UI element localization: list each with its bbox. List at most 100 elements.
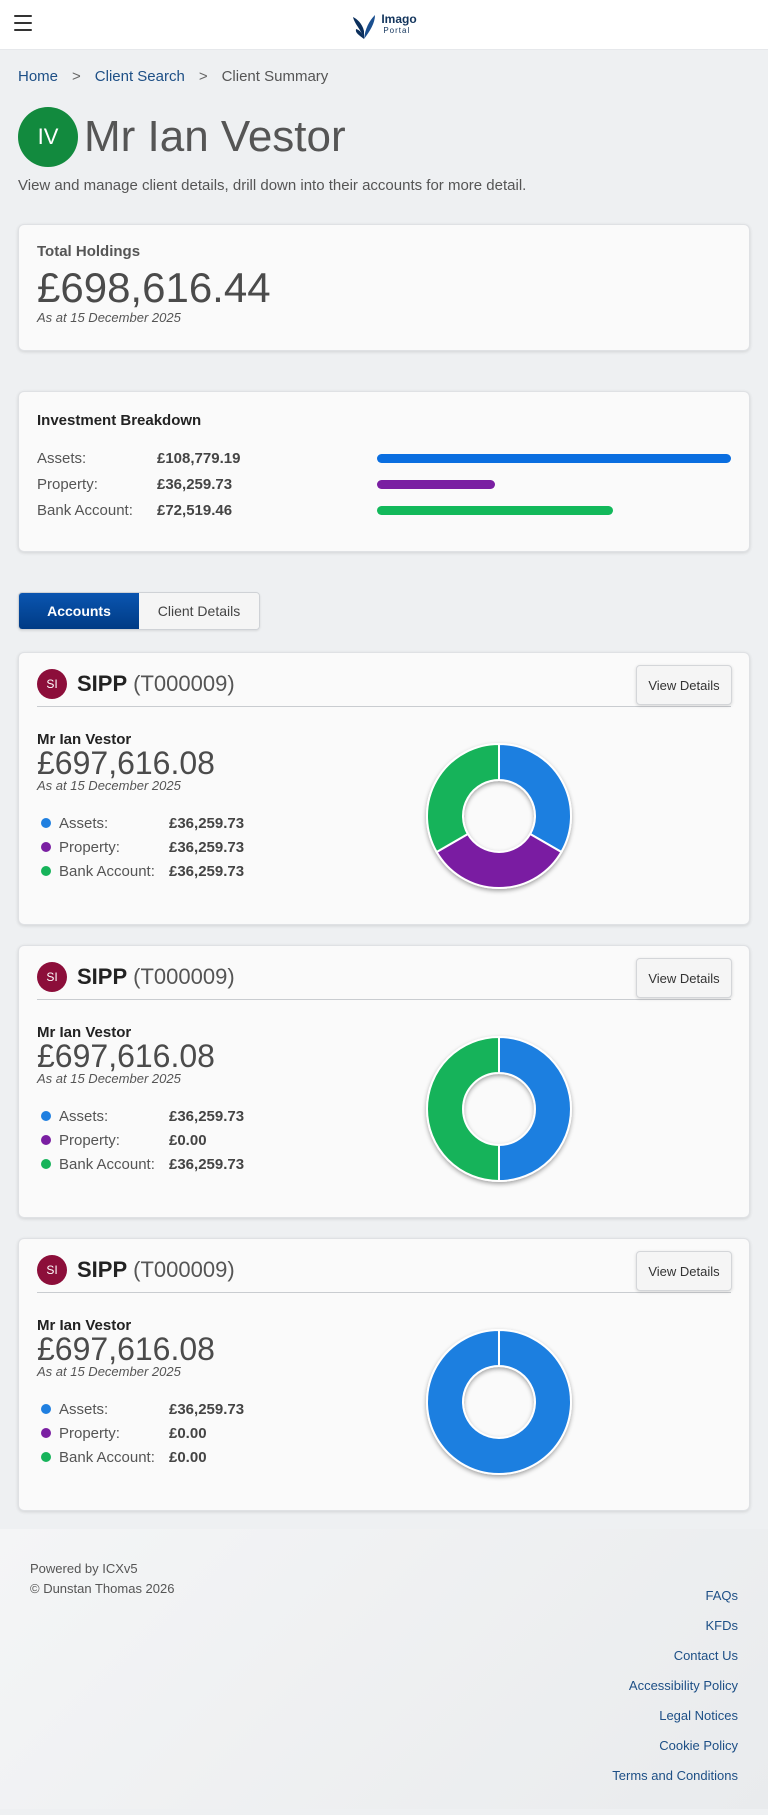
total-holdings-card: Total Holdings £698,616.44 As at 15 Dece… xyxy=(18,224,750,351)
legend-row: Bank Account: £36,259.73 xyxy=(37,1152,397,1176)
breadcrumb-separator: > xyxy=(72,68,81,85)
legend-value: £0.00 xyxy=(169,1131,207,1149)
tab-accounts[interactable]: Accounts xyxy=(19,593,139,629)
donut-slice-assets xyxy=(425,1328,572,1475)
page-description: View and manage client details, drill do… xyxy=(18,177,527,194)
account-date: As at 15 December 2025 xyxy=(37,1071,181,1086)
legend-value: £36,259.73 xyxy=(169,1155,245,1173)
breadcrumb: Home > Client Search > Client Summary xyxy=(18,68,750,85)
view-tabs: Accounts Client Details xyxy=(18,592,260,630)
donut-slice-bank-account xyxy=(426,1035,500,1183)
legend-row: Assets: £36,259.73 xyxy=(37,811,397,835)
breakdown-bar xyxy=(377,505,614,515)
breakdown-row-value: £72,519.46 xyxy=(157,501,233,519)
view-details-button[interactable]: View Details xyxy=(636,958,732,998)
account-badge: SI xyxy=(37,961,67,992)
breakdown-row-value: £108,779.19 xyxy=(157,449,241,467)
footer-copyright: © Dunstan Thomas 2026 xyxy=(30,1581,175,1596)
legend-label: Property: xyxy=(59,1424,120,1442)
donut-slice-assets xyxy=(498,742,572,854)
legend-value: £0.00 xyxy=(169,1448,207,1466)
butterfly-logo-icon xyxy=(353,14,376,39)
footer-link-faqs[interactable]: FAQs xyxy=(705,1588,738,1603)
investment-breakdown-card: Investment Breakdown Assets: £108,779.19 P… xyxy=(18,391,750,552)
tab-client-details[interactable]: Client Details xyxy=(139,593,259,629)
breakdown-bar-track xyxy=(377,471,731,497)
view-details-button[interactable]: View Details xyxy=(636,1251,732,1291)
legend-row: Property: £36,259.73 xyxy=(37,835,397,859)
legend-row: Assets: £36,259.73 xyxy=(37,1104,397,1128)
donut-slice-assets xyxy=(498,1035,572,1183)
legend-row: Property: £0.00 xyxy=(37,1128,397,1152)
breakdown-bar xyxy=(377,479,495,489)
legend-value: £36,259.73 xyxy=(169,838,245,856)
account-legend: Assets: £36,259.73 Property: £0.00 Bank Acco… xyxy=(37,1397,397,1469)
account-code: (T000009) xyxy=(133,670,235,696)
footer: Powered by ICXv5 © Dunstan Thomas 2026 F… xyxy=(0,1529,768,1809)
account-donut xyxy=(424,1034,574,1184)
account-donut xyxy=(424,741,574,891)
legend-row: Bank Account: £0.00 xyxy=(37,1445,397,1469)
account-client-name: Mr Ian Vestor xyxy=(37,1317,132,1334)
breadcrumb-client-search-link[interactable]: Client Search xyxy=(94,68,185,85)
main-content: Home > Client Search > Client Summary IV… xyxy=(0,68,768,1511)
legend-label: Property: xyxy=(59,1131,120,1149)
legend-dot-icon xyxy=(41,1404,51,1414)
account-amount: £697,616.08 xyxy=(37,1331,215,1367)
legend-dot-icon xyxy=(41,818,51,828)
account-card: SI SIPP (T000009) View Details Mr Ian Vestor… xyxy=(18,945,750,1218)
account-header: SI SIPP (T000009) xyxy=(37,958,731,1000)
account-body: Mr Ian Vestor £697,616.08 As at 15 Decembe… xyxy=(37,1024,731,1176)
legend-row: Assets: £36,259.73 xyxy=(37,1397,397,1421)
legend-dot-icon xyxy=(41,842,51,852)
breakdown-row-value: £36,259.73 xyxy=(157,475,233,493)
account-body: Mr Ian Vestor £697,616.08 As at 15 Decembe… xyxy=(37,731,731,883)
legend-row: Property: £0.00 xyxy=(37,1421,397,1445)
footer-link-contact-us[interactable]: Contact Us xyxy=(673,1648,738,1663)
legend-label: Property: xyxy=(59,838,120,856)
account-amount: £697,616.08 xyxy=(37,745,215,781)
footer-link-cookie-policy[interactable]: Cookie Policy xyxy=(659,1738,738,1753)
client-avatar: IV xyxy=(18,107,78,167)
breadcrumb-home-link[interactable]: Home xyxy=(18,68,59,85)
account-header: SI SIPP (T000009) xyxy=(37,665,731,707)
legend-dot-icon xyxy=(41,1111,51,1121)
page-title: Mr Ian Vestor xyxy=(84,112,346,161)
investment-breakdown-label: Investment Breakdown xyxy=(37,412,202,429)
footer-link-kfds[interactable]: KFDs xyxy=(705,1618,739,1633)
hamburger-menu-icon[interactable] xyxy=(14,15,32,31)
account-summary: Mr Ian Vestor £697,616.08 As at 15 Decembe… xyxy=(37,1317,397,1469)
account-donut xyxy=(424,1327,574,1477)
account-client-name: Mr Ian Vestor xyxy=(37,731,132,748)
account-date: As at 15 December 2025 xyxy=(37,778,181,793)
legend-value: £36,259.73 xyxy=(169,814,245,832)
account-amount: £697,616.08 xyxy=(37,1038,215,1074)
donut-slice-property xyxy=(435,832,563,889)
legend-label: Bank Account: xyxy=(59,1155,155,1173)
top-bar: Imago Portal xyxy=(0,0,768,50)
account-donut-chart xyxy=(425,1328,572,1475)
footer-link-legal-notices[interactable]: Legal Notices xyxy=(659,1708,738,1723)
legend-dot-icon xyxy=(41,1159,51,1169)
legend-label: Assets: xyxy=(59,814,109,832)
breakdown-bar-track xyxy=(377,497,731,523)
brand-logo[interactable]: Imago Portal xyxy=(351,9,417,41)
legend-label: Assets: xyxy=(59,1400,109,1418)
view-details-button[interactable]: View Details xyxy=(636,665,732,705)
legend-value: £36,259.73 xyxy=(169,1107,245,1125)
breakdown-row-label: Property: xyxy=(37,475,98,493)
account-badge: SI xyxy=(37,1254,67,1285)
legend-dot-icon xyxy=(41,866,51,876)
total-holdings-label: Total Holdings xyxy=(37,243,141,260)
footer-links: FAQs KFDs Contact Us Accessibility Policy Le… xyxy=(612,1581,738,1791)
legend-dot-icon xyxy=(41,1428,51,1438)
footer-link-terms-and-conditions[interactable]: Terms and Conditions xyxy=(612,1768,738,1783)
breakdown-row: Property: £36,259.73 xyxy=(37,471,731,497)
account-header: SI SIPP (T000009) xyxy=(37,1251,731,1293)
client-header: IV Mr Ian Vestor xyxy=(18,107,750,167)
account-date: As at 15 December 2025 xyxy=(37,1364,181,1379)
account-legend: Assets: £36,259.73 Property: £0.00 Bank Acco… xyxy=(37,1104,397,1176)
footer-link-accessibility-policy[interactable]: Accessibility Policy xyxy=(628,1678,738,1693)
legend-dot-icon xyxy=(41,1452,51,1462)
account-title: SIPP xyxy=(77,1256,128,1282)
